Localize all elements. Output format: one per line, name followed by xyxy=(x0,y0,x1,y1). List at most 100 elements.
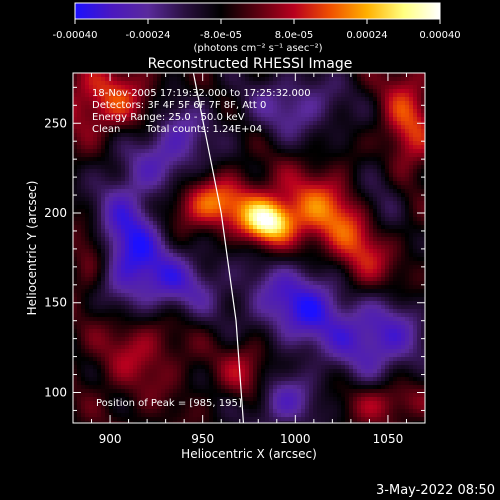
heatmap-cell xyxy=(261,421,265,423)
heatmap-cell xyxy=(285,345,289,349)
heatmap-cell xyxy=(165,417,169,421)
heatmap-cell xyxy=(225,277,229,281)
heatmap-cell xyxy=(197,153,201,157)
heatmap-cell xyxy=(121,393,125,397)
heatmap-cell xyxy=(73,141,77,145)
heatmap-cell xyxy=(185,273,189,277)
heatmap-cell xyxy=(117,241,121,245)
heatmap-cell xyxy=(169,341,173,345)
heatmap-cell xyxy=(221,393,225,397)
heatmap-cell xyxy=(241,193,245,197)
heatmap-cell xyxy=(113,149,117,153)
heatmap-cell xyxy=(293,265,297,269)
heatmap-cell xyxy=(293,105,297,109)
heatmap-cell xyxy=(213,293,217,297)
heatmap-cell xyxy=(277,353,281,357)
heatmap-cell xyxy=(181,381,185,385)
heatmap-cell xyxy=(265,213,269,217)
heatmap-cell xyxy=(93,413,97,417)
heatmap-cell xyxy=(181,245,185,249)
heatmap-cell xyxy=(293,349,297,353)
heatmap-cell xyxy=(253,169,257,173)
heatmap-cell xyxy=(213,333,217,337)
heatmap-cell xyxy=(189,85,193,89)
heatmap-cell xyxy=(289,173,293,177)
heatmap-cell xyxy=(77,305,81,309)
heatmap-cell xyxy=(149,125,153,129)
heatmap-cell xyxy=(221,161,225,165)
heatmap-cell xyxy=(241,233,245,237)
heatmap-cell xyxy=(113,113,117,117)
heatmap-cell xyxy=(165,401,169,405)
heatmap-cell xyxy=(181,145,185,149)
heatmap-cell xyxy=(129,421,133,423)
heatmap-cell xyxy=(257,349,261,353)
heatmap-cell xyxy=(113,129,117,133)
heatmap-cell xyxy=(149,165,153,169)
heatmap-cell xyxy=(105,133,109,137)
heatmap-cell xyxy=(101,173,105,177)
heatmap-cell xyxy=(73,241,77,245)
heatmap-cell xyxy=(161,189,165,193)
heatmap-cell xyxy=(109,389,113,393)
heatmap-cell xyxy=(157,137,161,141)
heatmap-cell xyxy=(277,253,281,257)
heatmap-cell xyxy=(281,97,285,101)
heatmap-cell xyxy=(93,385,97,389)
heatmap-cell xyxy=(197,353,201,357)
heatmap-cell xyxy=(173,353,177,357)
heatmap-cell xyxy=(145,333,149,337)
heatmap-cell xyxy=(281,365,285,369)
heatmap-cell xyxy=(153,129,157,133)
heatmap-cell xyxy=(93,109,97,113)
heatmap-cell xyxy=(197,89,201,93)
heatmap-cell xyxy=(97,201,101,205)
heatmap-cell xyxy=(117,169,121,173)
heatmap-cell xyxy=(149,265,153,269)
heatmap-cell xyxy=(169,353,173,357)
heatmap-cell xyxy=(197,385,201,389)
heatmap-cell xyxy=(277,385,281,389)
heatmap-cell xyxy=(229,213,233,217)
heatmap-cell xyxy=(257,193,261,197)
heatmap-cell xyxy=(97,329,101,333)
heatmap-cell xyxy=(149,253,153,257)
heatmap-cell xyxy=(277,341,281,345)
heatmap-cell xyxy=(97,337,101,341)
heatmap-cell xyxy=(145,401,149,405)
heatmap-cell xyxy=(141,77,145,81)
heatmap-cell xyxy=(297,209,301,213)
heatmap-cell xyxy=(137,265,141,269)
heatmap-cell xyxy=(261,129,265,133)
heatmap-cell xyxy=(253,329,257,333)
heatmap-cell xyxy=(105,265,109,269)
heatmap-cell xyxy=(285,333,289,337)
heatmap-cell xyxy=(241,353,245,357)
heatmap-cell xyxy=(269,297,273,301)
heatmap-cell xyxy=(169,221,173,225)
heatmap-cell xyxy=(77,101,81,105)
heatmap-cell xyxy=(245,353,249,357)
heatmap-cell xyxy=(181,121,185,125)
heatmap-cell xyxy=(273,237,277,241)
heatmap-cell xyxy=(149,193,153,197)
heatmap-cell xyxy=(181,293,185,297)
heatmap-cell xyxy=(157,309,161,313)
heatmap-cell xyxy=(177,225,181,229)
heatmap-cell xyxy=(289,185,293,189)
heatmap-cell xyxy=(181,149,185,153)
heatmap-cell xyxy=(145,317,149,321)
heatmap-cell xyxy=(165,261,169,265)
heatmap-cell xyxy=(225,281,229,285)
heatmap-cell xyxy=(253,349,257,353)
heatmap-cell xyxy=(105,157,109,161)
heatmap-cell xyxy=(121,353,125,357)
heatmap-cell xyxy=(161,209,165,213)
heatmap-cell xyxy=(121,189,125,193)
heatmap-cell xyxy=(141,381,145,385)
heatmap-cell xyxy=(233,185,237,189)
heatmap-cell xyxy=(205,221,209,225)
heatmap-cell xyxy=(201,197,205,201)
heatmap-cell xyxy=(249,97,253,101)
heatmap-cell xyxy=(117,277,121,281)
